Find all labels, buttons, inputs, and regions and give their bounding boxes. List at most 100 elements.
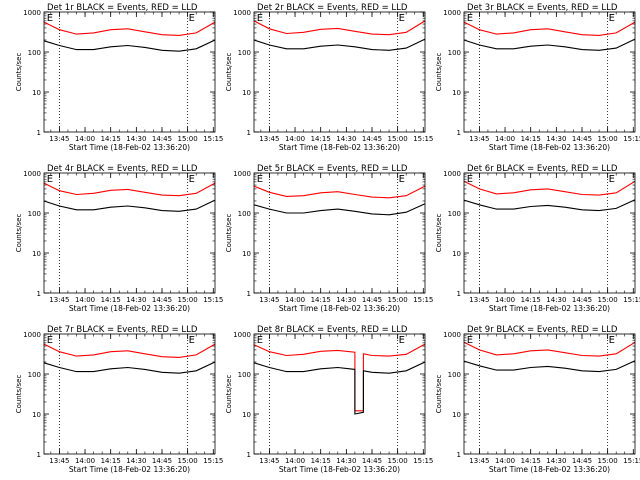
y-tick-label: 10 (242, 250, 251, 258)
x-tick-label: 15:15 (413, 457, 433, 465)
event-marker-label: E (467, 335, 473, 346)
x-axis-label: Start Time (18-Feb-02 13:36:20) (489, 143, 610, 152)
y-axis-label: Counts/sec (15, 375, 23, 414)
x-tick-label: 14:45 (362, 457, 382, 465)
y-axis-label: Counts/sec (225, 53, 233, 92)
events-series-line (253, 38, 426, 51)
x-tick-label: 14:45 (152, 135, 172, 143)
x-tick-label: 14:45 (362, 135, 382, 143)
events-series-line (43, 199, 216, 212)
y-tick-label: 1000 (23, 9, 41, 17)
x-tick-label: 15:00 (178, 135, 198, 143)
y-tick-label: 100 (448, 210, 461, 218)
x-tick-label: 13:45 (469, 135, 489, 143)
x-tick-label: 13:45 (469, 296, 489, 304)
x-tick-label: 14:00 (75, 296, 95, 304)
y-tick-label: 10 (32, 89, 41, 97)
x-tick-label: 14:15 (101, 457, 121, 465)
lld-series-line (43, 182, 216, 197)
x-tick-label: 14:30 (336, 457, 356, 465)
x-tick-label: 15:15 (623, 135, 640, 143)
y-axis-label: Counts/sec (225, 375, 233, 414)
x-tick-label: 15:15 (203, 457, 223, 465)
x-tick-label: 15:00 (598, 135, 618, 143)
event-marker-label: E (399, 335, 405, 346)
y-tick-label: 1000 (233, 170, 251, 178)
x-tick-label: 15:15 (413, 135, 433, 143)
x-tick-label: 14:30 (126, 296, 146, 304)
x-tick-label: 15:15 (203, 135, 223, 143)
y-tick-label: 10 (32, 411, 41, 419)
lld-series-line (253, 343, 426, 412)
x-tick-label: 14:15 (101, 296, 121, 304)
x-axis-label: Start Time (18-Feb-02 13:36:20) (279, 304, 400, 313)
y-tick-label: 1000 (23, 331, 41, 339)
x-tick-label: 14:30 (546, 296, 566, 304)
x-tick-label: 14:45 (572, 135, 592, 143)
x-tick-label: 15:00 (388, 296, 408, 304)
y-axis-label: Counts/sec (435, 53, 443, 92)
x-tick-label: 15:15 (623, 296, 640, 304)
x-axis-label: Start Time (18-Feb-02 13:36:20) (489, 304, 610, 313)
events-series-line (253, 361, 426, 415)
y-tick-label: 100 (28, 371, 41, 379)
y-tick-label: 100 (238, 210, 251, 218)
chart-title: Det 8r BLACK = Events, RED = LLD (257, 325, 408, 335)
events-series-line (43, 361, 216, 374)
y-tick-label: 1 (457, 290, 461, 298)
x-tick-label: 14:30 (336, 135, 356, 143)
x-tick-label: 14:45 (152, 296, 172, 304)
chart-title: Det 6r BLACK = Events, RED = LLD (467, 164, 618, 174)
x-tick-label: 15:00 (388, 457, 408, 465)
x-axis-label: Start Time (18-Feb-02 13:36:20) (69, 465, 190, 474)
event-marker-label: E (189, 174, 195, 185)
x-tick-label: 14:15 (101, 135, 121, 143)
plot-frame (463, 333, 636, 455)
event-marker-label: E (399, 13, 405, 24)
lld-series-line (463, 180, 636, 196)
x-tick-label: 14:45 (572, 457, 592, 465)
x-tick-label: 15:15 (413, 296, 433, 304)
x-axis-label: Start Time (18-Feb-02 13:36:20) (279, 465, 400, 474)
y-tick-label: 100 (238, 371, 251, 379)
x-tick-label: 14:00 (495, 296, 515, 304)
plot-frame (43, 11, 216, 133)
x-tick-label: 14:00 (495, 457, 515, 465)
y-tick-label: 10 (242, 89, 251, 97)
event-marker-label: E (47, 13, 53, 24)
y-tick-label: 10 (452, 411, 461, 419)
x-tick-label: 13:45 (469, 457, 489, 465)
x-tick-label: 15:00 (598, 296, 618, 304)
y-tick-label: 100 (448, 49, 461, 57)
event-marker-label: E (257, 335, 263, 346)
x-axis-label: Start Time (18-Feb-02 13:36:20) (69, 143, 190, 152)
y-axis-label: Counts/sec (15, 53, 23, 92)
event-marker-label: E (189, 13, 195, 24)
x-tick-label: 14:30 (126, 135, 146, 143)
x-axis-label: Start Time (18-Feb-02 13:36:20) (279, 143, 400, 152)
plot-frame (463, 172, 636, 294)
x-tick-label: 14:00 (285, 296, 305, 304)
y-tick-label: 1 (37, 129, 41, 137)
x-tick-label: 14:00 (285, 135, 305, 143)
lld-series-line (253, 20, 426, 36)
x-tick-label: 15:15 (623, 457, 640, 465)
x-axis-label: Start Time (18-Feb-02 13:36:20) (489, 465, 610, 474)
chart-title: Det 1r BLACK = Events, RED = LLD (47, 3, 198, 13)
x-tick-label: 14:00 (285, 457, 305, 465)
chart-title: Det 9r BLACK = Events, RED = LLD (467, 325, 618, 335)
x-tick-label: 14:30 (546, 457, 566, 465)
x-tick-label: 13:45 (259, 135, 279, 143)
chart-title: Det 3r BLACK = Events, RED = LLD (467, 3, 618, 13)
event-marker-label: E (467, 174, 473, 185)
event-marker-label: E (189, 335, 195, 346)
x-tick-label: 14:45 (362, 296, 382, 304)
y-tick-label: 1 (37, 451, 41, 459)
plot-frame (253, 11, 426, 133)
x-tick-label: 14:45 (152, 457, 172, 465)
